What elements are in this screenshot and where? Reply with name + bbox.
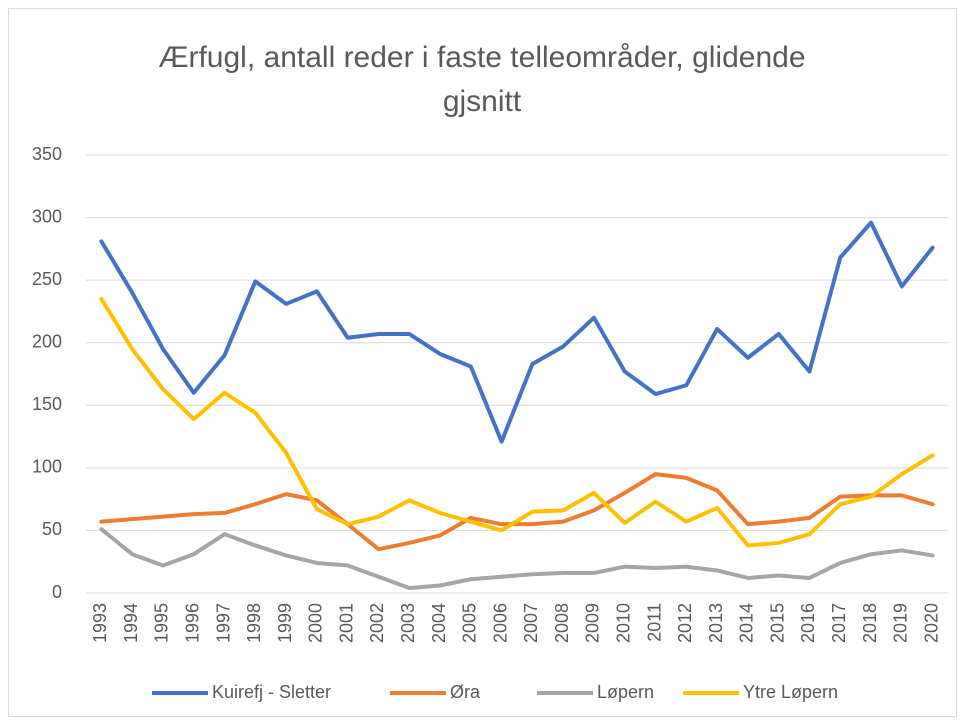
y-tick-label: 50 [42,519,62,539]
x-tick-label: 1998 [244,603,264,643]
y-tick-label: 100 [32,457,62,477]
x-tick-label: 2020 [921,603,941,643]
y-tick-label: 200 [32,331,62,351]
x-tick-label: 2003 [398,603,418,643]
x-tick-label: 2019 [891,603,911,643]
x-tick-label: 2008 [552,603,572,643]
x-tick-label: 2017 [829,603,849,643]
x-tick-label: 2012 [675,603,695,643]
x-tick-label: 1994 [121,603,141,643]
series-line [99,472,935,552]
y-tick-label: 250 [32,269,62,289]
y-tick-label: 350 [32,144,62,164]
y-tick-label: 150 [32,394,62,414]
chart-border [8,8,957,717]
x-tick-label: 2010 [614,603,634,643]
x-tick-label: 2000 [306,603,326,643]
chart-title: Ærfugl, antall reder i faste telleområde… [158,41,806,118]
x-tick-label: 2001 [336,603,356,643]
x-tick-label: 2013 [706,603,726,643]
x-tick-label: 2014 [737,603,757,643]
x-tick-label: 1996 [183,603,203,643]
y-tick-label: 300 [32,206,62,226]
x-tick-label: 2009 [583,603,603,643]
x-tick-label: 1993 [90,603,110,643]
x-tick-label: 2002 [367,603,387,643]
legend-label: Kuirefj - Sletter [212,682,331,702]
x-tick-label: 2016 [798,603,818,643]
y-tick-label: 0 [52,582,62,602]
series-line [99,527,935,590]
x-tick-label: 2015 [767,603,787,643]
legend-label: Øra [450,682,481,702]
series-line [99,220,935,444]
x-tick-label: 2011 [644,603,664,642]
legend-label: Løpern [597,682,654,702]
x-tick-label: 1999 [275,603,295,643]
legend-label: Ytre Løpern [743,682,838,702]
x-tick-label: 1995 [152,603,172,643]
x-tick-label: 2007 [521,603,541,643]
x-tick-label: 2005 [460,603,480,643]
x-tick-label: 2018 [860,603,880,643]
series-line [99,296,935,548]
x-tick-label: 1997 [213,603,233,643]
x-tick-label: 2004 [429,603,449,643]
x-tick-label: 2006 [490,603,510,643]
